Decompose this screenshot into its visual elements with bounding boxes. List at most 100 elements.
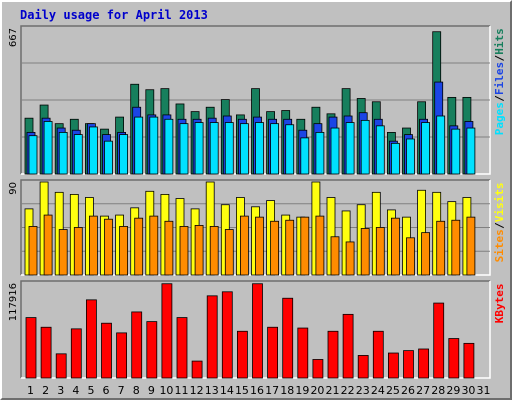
x-tick-label: 27 [416, 384, 430, 397]
bar-sites-6 [104, 218, 113, 276]
side-legend-item: Files [493, 62, 506, 95]
bar-pages-11 [179, 123, 189, 175]
bar-kbytes-23 [357, 355, 369, 379]
side-legend-kbytes: KBytes [493, 283, 506, 323]
bar-pages-26 [406, 138, 415, 175]
x-tick-label: 18 [280, 384, 294, 397]
bar-kbytes-4 [70, 328, 82, 379]
bar-pages-22 [345, 122, 355, 175]
bar-kbytes-20 [312, 359, 324, 379]
bar-kbytes-25 [387, 352, 399, 379]
x-tick-label: 26 [401, 384, 415, 397]
x-tick-label: 1 [27, 384, 34, 397]
x-tick-label: 16 [250, 384, 264, 397]
x-tick-label: 29 [446, 384, 460, 397]
bar-sites-14 [224, 229, 234, 276]
bar-pages-5 [89, 126, 98, 175]
x-tick-label: 8 [133, 384, 140, 397]
bar-pages-2 [43, 121, 53, 175]
bar-kbytes-24 [372, 330, 384, 379]
bar-sites-25 [390, 217, 400, 276]
bar-pages-16 [255, 122, 264, 175]
side-legend-hits-files-pages: Pages/Files/Hits [493, 28, 506, 135]
x-tick-label: 22 [341, 384, 355, 397]
x-tick-label: 23 [356, 384, 370, 397]
panel-max-label: 117916 [8, 283, 19, 321]
bar-kbytes-19 [297, 327, 309, 379]
panel-border-dark [20, 280, 490, 378]
bar-pages-1 [28, 135, 38, 175]
bar-sites-20 [315, 215, 325, 276]
bar-kbytes-14 [221, 291, 233, 379]
x-tick-label: 20 [310, 384, 324, 397]
x-tick-label: 3 [57, 384, 64, 397]
panel-border-dark [20, 179, 490, 275]
bar-kbytes-2 [40, 326, 52, 379]
bar-pages-10 [164, 118, 174, 175]
panel-border-dark [20, 25, 490, 174]
bar-kbytes-13 [206, 295, 218, 379]
bar-sites-15 [239, 215, 249, 276]
x-tick-label: 11 [175, 384, 189, 397]
chart-title: Daily usage for April 2013 [20, 8, 208, 22]
x-tick-label: 28 [431, 384, 445, 397]
panel-visits-sites: 90 Sites/Visits [8, 179, 506, 276]
bar-pages-3 [58, 132, 68, 175]
bar-pages-9 [149, 116, 159, 175]
bar-pages-23 [360, 119, 370, 175]
bar-pages-29 [451, 128, 461, 175]
bar-sites-4 [73, 227, 83, 276]
bar-sites-10 [164, 220, 174, 276]
bar-kbytes-8 [131, 311, 143, 379]
panel-kbytes: 117916 KBytes [8, 280, 506, 379]
bar-kbytes-12 [191, 360, 203, 379]
bar-kbytes-18 [282, 297, 294, 379]
bar-sites-1 [28, 226, 38, 276]
bar-kbytes-22 [342, 313, 354, 379]
x-tick-label: 2 [42, 384, 49, 397]
x-tick-labels: 1 2 3 4 5 6 7 8 9 10 11 12 13 14 15 16 17 18 19 20 21 22 23 24 2… [27, 384, 490, 397]
bar-kbytes-30 [463, 342, 475, 379]
side-legend-item: Hits [493, 28, 506, 55]
bar-pages-25 [390, 142, 400, 175]
bar-pages-7 [119, 134, 128, 175]
bar-pages-20 [315, 132, 325, 175]
panel-hits-files-pages: 667 Pages/Files/Hits [8, 25, 506, 175]
bar-sites-16 [255, 216, 264, 276]
bar-sites-13 [209, 226, 219, 276]
side-legend-item: Pages [493, 102, 506, 135]
bar-kbytes-16 [252, 283, 263, 379]
bar-pages-6 [104, 140, 113, 175]
bar-pages-24 [375, 125, 385, 175]
x-tick-label: 7 [118, 384, 125, 397]
bar-pages-28 [436, 115, 446, 175]
bar-sites-7 [119, 226, 128, 276]
series-kbytes [25, 283, 475, 379]
side-legend-item: / [493, 222, 506, 229]
bar-pages-13 [209, 122, 219, 175]
x-tick-label: 10 [159, 384, 173, 397]
bar-sites-8 [134, 217, 144, 276]
bar-kbytes-21 [327, 330, 339, 379]
bar-kbytes-3 [55, 353, 67, 379]
x-tick-label: 13 [205, 384, 219, 397]
bar-pages-4 [73, 134, 83, 175]
side-legend-visits-sites: Sites/Visits [493, 182, 506, 262]
panel-max-label: 667 [8, 28, 19, 47]
bar-kbytes-1 [25, 317, 37, 379]
x-tick-label: 12 [190, 384, 204, 397]
bar-kbytes-7 [116, 332, 127, 379]
bar-sites-28 [436, 220, 446, 276]
bar-sites-5 [89, 215, 98, 276]
panel-max-label: 90 [8, 182, 19, 195]
bar-pages-19 [300, 137, 310, 175]
bar-kbytes-26 [403, 350, 414, 379]
x-tick-label: 17 [265, 384, 279, 397]
x-tick-label: 21 [326, 384, 340, 397]
bar-kbytes-15 [236, 330, 248, 379]
bar-sites-30 [466, 216, 476, 276]
bar-sites-21 [330, 236, 340, 276]
bar-kbytes-17 [267, 326, 279, 379]
bar-pages-14 [224, 122, 234, 175]
